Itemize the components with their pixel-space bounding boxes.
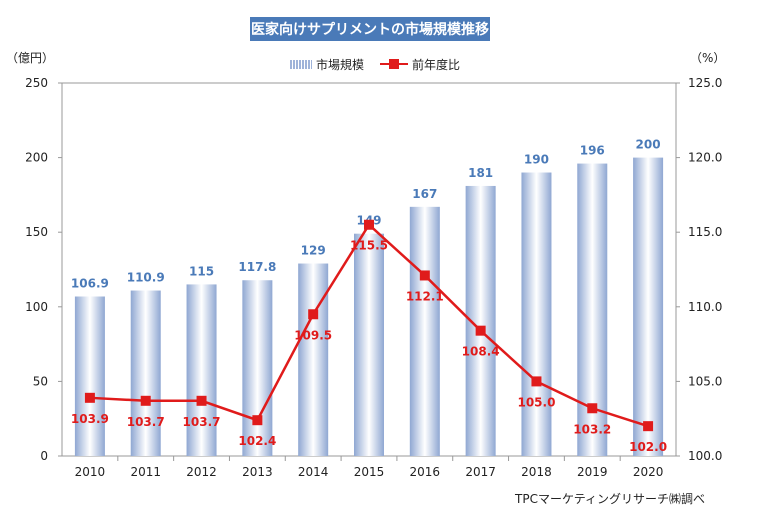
bar-data-label: 200: [636, 138, 661, 152]
legend: 市場規模 前年度比: [290, 56, 460, 72]
line-data-label: 103.9: [71, 412, 109, 426]
x-tick-label: 2016: [410, 465, 441, 479]
line-data-label: 103.2: [573, 422, 611, 436]
bar: [298, 263, 329, 456]
bar: [409, 206, 440, 456]
line-data-label: 112.1: [406, 289, 444, 303]
line-marker: [475, 325, 486, 336]
line-marker: [643, 421, 654, 432]
legend-line-swatch: [380, 58, 409, 70]
x-tick-label: 2020: [633, 465, 664, 479]
bar: [242, 280, 273, 456]
bar: [633, 157, 664, 456]
x-tick-label: 2017: [465, 465, 496, 479]
bar: [354, 233, 384, 456]
bar-data-label: 129: [301, 244, 326, 258]
right-tick-label: 120.0: [688, 151, 722, 165]
line-data-label: 105.0: [517, 395, 555, 409]
legend-bar-label: 市場規模: [316, 57, 365, 72]
x-tick-label: 2018: [521, 465, 552, 479]
line-marker: [587, 403, 598, 414]
bar-data-label: 115: [189, 264, 214, 278]
line-data-label: 102.4: [238, 434, 276, 448]
x-tick-label: 2015: [354, 465, 385, 479]
x-tick-label: 2019: [577, 465, 608, 479]
left-tick-label: 100: [25, 300, 48, 314]
line-marker: [252, 415, 263, 426]
left-tick-label: 250: [25, 76, 48, 90]
bar-data-label: 190: [524, 153, 549, 167]
line-data-label: 103.7: [127, 415, 165, 429]
right-tick-label: 105.0: [688, 374, 722, 388]
x-tick-label: 2012: [186, 465, 217, 479]
bar-data-label: 196: [580, 144, 605, 158]
bar-data-label: 117.8: [238, 260, 276, 274]
bar-data-label: 110.9: [127, 271, 165, 285]
line-data-label: 108.4: [462, 345, 500, 359]
right-tick-label: 125.0: [688, 76, 722, 90]
line-marker: [364, 219, 374, 230]
x-tick-label: 2010: [75, 465, 106, 479]
x-tick-label: 2014: [298, 465, 329, 479]
line-marker: [531, 376, 542, 387]
source-note: TPCマーケティングリサーチ㈱調べ: [515, 492, 705, 506]
line-marker: [140, 395, 151, 406]
line-marker: [308, 309, 319, 320]
bar-data-label: 181: [468, 166, 493, 180]
x-tick-label: 2011: [130, 465, 161, 479]
x-tick-label: 2013: [242, 465, 273, 479]
left-tick-label: 0: [40, 449, 48, 463]
line-series: 103.9 103.7 103.7 102.4 109.5 115.5 112.1 108.4…: [71, 219, 667, 454]
right-tick-label: 110.0: [688, 300, 722, 314]
line-marker: [196, 395, 207, 406]
right-axis-unit: （%）: [690, 51, 726, 65]
left-tick-label: 150: [25, 225, 48, 239]
legend-bar-swatch: [290, 59, 312, 69]
bar: [74, 296, 105, 456]
left-axis-unit: （億円）: [6, 51, 55, 65]
line-data-label: 109.5: [294, 328, 332, 342]
bar-data-label: 167: [412, 187, 437, 201]
left-tick-label: 200: [25, 151, 48, 165]
line-marker: [419, 270, 430, 281]
bar-data-label: 106.9: [71, 277, 109, 291]
right-tick-label: 100.0: [688, 449, 722, 463]
line-data-label: 103.7: [183, 415, 221, 429]
line-marker: [84, 392, 95, 403]
right-tick-label: 115.0: [688, 225, 722, 239]
left-tick-label: 50: [33, 374, 48, 388]
bar: [186, 284, 217, 456]
chart-title: 医家向けサプリメントの市場規模推移: [250, 17, 490, 41]
line-data-label: 102.0: [629, 440, 667, 454]
bar: [521, 172, 552, 456]
line-data-label: 115.5: [350, 239, 388, 253]
bar: [130, 290, 161, 456]
legend-line-label: 前年度比: [412, 57, 461, 72]
